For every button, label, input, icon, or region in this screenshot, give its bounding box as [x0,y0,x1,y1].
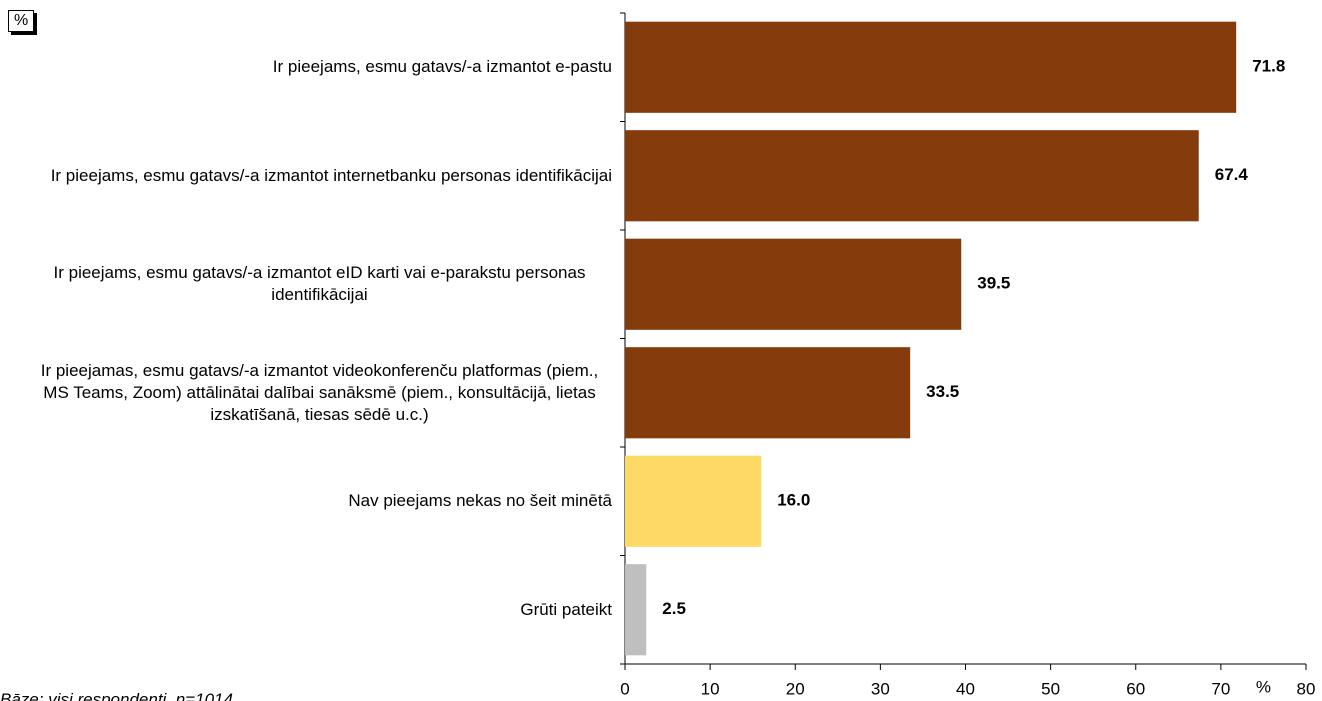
value-label: 2.5 [662,599,686,618]
value-label: 71.8 [1252,57,1285,76]
x-tick-label: 80 [1297,679,1316,698]
category-label: Ir pieejams, esmu gatavs/-a izmantot eID… [53,263,586,305]
bar [625,564,647,656]
x-tick-label: 10 [701,679,720,698]
category-label-box: Nav pieejams nekas no šeit minētā [348,447,612,556]
bar [625,455,762,547]
x-tick-label: 0 [620,679,629,698]
unit-box: % [8,10,35,32]
value-label: 39.5 [977,274,1010,293]
value-label: 67.4 [1215,165,1249,184]
x-unit-label: % [1256,677,1271,696]
bar [625,238,962,330]
x-tick-label: 50 [1041,679,1060,698]
category-label-box: Ir pieejams, esmu gatavs/-a izmantot eID… [27,230,612,339]
bar [625,130,1199,222]
category-label-box: Ir pieejamas, esmu gatavs/-a izmantot vi… [27,339,612,448]
category-label: Ir pieejamas, esmu gatavs/-a izmantot vi… [40,360,599,424]
x-tick-label: 30 [871,679,890,698]
bar [625,347,911,439]
bar [625,21,1237,113]
x-tick-label: 20 [786,679,805,698]
x-tick-label: 70 [1211,679,1230,698]
value-label: 33.5 [926,382,959,401]
value-label: 16.0 [777,491,810,510]
x-tick-label: 40 [956,679,975,698]
x-tick-label: 60 [1126,679,1145,698]
category-label-box: Ir pieejams, esmu gatavs/-a izmantot e-p… [273,13,612,122]
category-label: Ir pieejams, esmu gatavs/-a izmantot int… [50,165,612,185]
category-label: Ir pieejams, esmu gatavs/-a izmantot e-p… [272,57,612,77]
category-label: Nav pieejams nekas no šeit minētā [348,491,612,511]
category-label-box: Grūti pateikt [520,556,612,665]
category-label-box: Ir pieejams, esmu gatavs/-a izmantot int… [51,122,612,231]
note: Bāze: visi respondenti, n=1014 [0,690,233,701]
category-label: Grūti pateikt [520,599,612,619]
